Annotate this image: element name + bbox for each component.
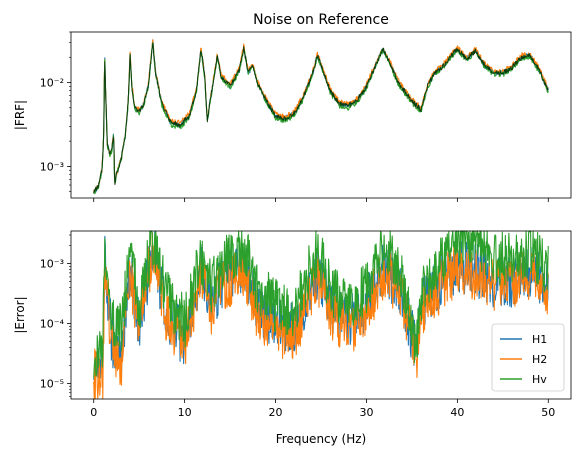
series-line-h2	[93, 231, 549, 400]
chart-title: Noise on Reference	[253, 12, 389, 28]
frf-plot-area	[93, 39, 549, 195]
series-line-trace-4	[93, 42, 549, 194]
y-tick-label: 10⁻⁵	[40, 377, 64, 390]
legend-label-h1: H1	[532, 333, 547, 346]
y-tick-label: 10⁻³	[40, 160, 64, 173]
error-axes: 0 10 20 30 40 50 10⁻⁵ 10⁻⁴ 10⁻³ |Error| Frequenc…	[13, 230, 572, 446]
error-y-axis-label: |Error|	[13, 296, 27, 333]
frf-axes-frame	[70, 31, 572, 199]
error-axes-frame	[70, 230, 572, 400]
legend-box	[491, 323, 565, 392]
x-tick-label: 30	[359, 406, 373, 419]
x-tick-label: 10	[178, 406, 192, 419]
y-tick-label: 10⁻³	[40, 258, 64, 271]
x-tick-label: 50	[541, 406, 555, 419]
frf-y-axis-label: |FRF|	[13, 100, 27, 130]
x-tick-label: 20	[269, 406, 283, 419]
y-tick-label: 10⁻²	[40, 77, 64, 90]
legend-label-h2: H2	[532, 353, 547, 366]
error-ticks: 0 10 20 30 40 50 10⁻⁵ 10⁻⁴ 10⁻³	[40, 234, 555, 419]
x-tick-label: 40	[450, 406, 464, 419]
x-axis-label: Frequency (Hz)	[276, 432, 367, 446]
frf-ticks: 10⁻³ 10⁻²	[40, 31, 549, 202]
y-tick-label: 10⁻⁴	[40, 318, 65, 331]
frf-axes: Noise on Reference 10⁻³ 10⁻² |FRF|	[13, 12, 572, 202]
legend-label-hv: Hv	[532, 373, 547, 386]
legend: H1 H2 Hv	[491, 323, 565, 392]
x-tick-label: 0	[90, 406, 97, 419]
